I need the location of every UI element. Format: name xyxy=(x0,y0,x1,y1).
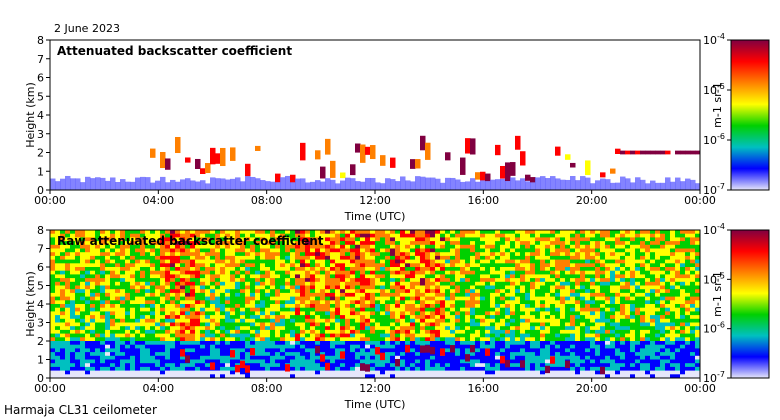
colorbar-scale xyxy=(730,229,770,379)
x-axis-label: Time (UTC) xyxy=(344,398,406,411)
y-tick-label: 0 xyxy=(37,184,44,197)
y-tick-label: 5 xyxy=(37,90,44,103)
y-tick-label: 7 xyxy=(37,243,44,256)
colorbar-tick-label: 10-5 xyxy=(703,271,725,286)
chart-panel-1: Attenuated backscatter coefficient 0 1 2 3 4 5… xyxy=(24,32,770,223)
x-tick-label: 00:00 xyxy=(34,382,66,395)
y-tick-label: 4 xyxy=(37,109,44,122)
y-tick-label: 0 xyxy=(37,372,44,385)
x-tick-label: 20:00 xyxy=(576,382,608,395)
chart-panel-2: Raw attenuated backscatter coefficient 0 1… xyxy=(24,222,770,411)
date-label: 2 June 2023 xyxy=(54,22,120,35)
x-tick-label: 08:00 xyxy=(251,194,283,207)
colorbar-tick-label: 10-4 xyxy=(703,222,725,237)
colorbar-tick-label: 10-5 xyxy=(703,82,725,97)
colorbar-tick-label: 10-7 xyxy=(703,370,725,385)
backscatter-field xyxy=(50,230,701,379)
colorbar-tick-label: 10-7 xyxy=(703,182,725,197)
plot-area xyxy=(50,40,700,190)
y-tick-label: 3 xyxy=(37,317,44,330)
x-tick-label: 12:00 xyxy=(359,382,391,395)
y-axis-label: Height (km) xyxy=(24,82,37,148)
y-tick-label: 2 xyxy=(37,147,44,160)
colorbar: 10-7 10-6 10-5 10-4 m-1 sr-1 xyxy=(703,32,770,197)
y-tick-label: 7 xyxy=(37,53,44,66)
y-tick-label: 4 xyxy=(37,298,44,311)
panel-title: Attenuated backscatter coefficient xyxy=(57,44,292,58)
y-tick-label: 1 xyxy=(37,165,44,178)
y-tick-label: 1 xyxy=(37,354,44,367)
y-axis-label: Height (km) xyxy=(24,271,37,337)
x-tick-label: 16:00 xyxy=(467,382,499,395)
colorbar-label: m-1 sr-1 xyxy=(711,271,724,317)
panel-title: Raw attenuated backscatter coefficient xyxy=(57,234,324,248)
x-tick-label: 00:00 xyxy=(34,194,66,207)
y-tick-label: 8 xyxy=(37,224,44,237)
x-axis-label: Time (UTC) xyxy=(344,210,406,223)
instrument-label: Harmaja CL31 ceilometer xyxy=(4,403,157,417)
y-tick-label: 2 xyxy=(37,335,44,348)
x-tick-label: 16:00 xyxy=(467,194,499,207)
panels: Attenuated backscatter coefficient 0 1 2 3 4 5… xyxy=(24,32,770,411)
x-tick-label: 12:00 xyxy=(359,194,391,207)
y-tick-label: 6 xyxy=(37,261,44,274)
x-tick-label: 00:00 xyxy=(684,194,716,207)
backscatter-field xyxy=(50,135,701,190)
colorbar-tick-label: 10-6 xyxy=(703,321,725,336)
y-tick-label: 3 xyxy=(37,128,44,141)
y-tick-label: 6 xyxy=(37,72,44,85)
colorbar-scale xyxy=(730,39,770,191)
x-tick-label: 04:00 xyxy=(142,194,174,207)
y-tick-label: 5 xyxy=(37,280,44,293)
colorbar-label: m-1 sr-1 xyxy=(711,82,724,128)
x-tick-label: 08:00 xyxy=(251,382,283,395)
colorbar-tick-label: 10-6 xyxy=(703,132,725,147)
colorbar-tick-label: 10-4 xyxy=(703,32,725,47)
colorbar: 10-7 10-6 10-5 10-4 m-1 sr-1 xyxy=(703,222,770,385)
x-tick-label: 04:00 xyxy=(142,382,174,395)
x-tick-label: 20:00 xyxy=(576,194,608,207)
y-tick-label: 8 xyxy=(37,34,44,47)
x-tick-label: 00:00 xyxy=(684,382,716,395)
